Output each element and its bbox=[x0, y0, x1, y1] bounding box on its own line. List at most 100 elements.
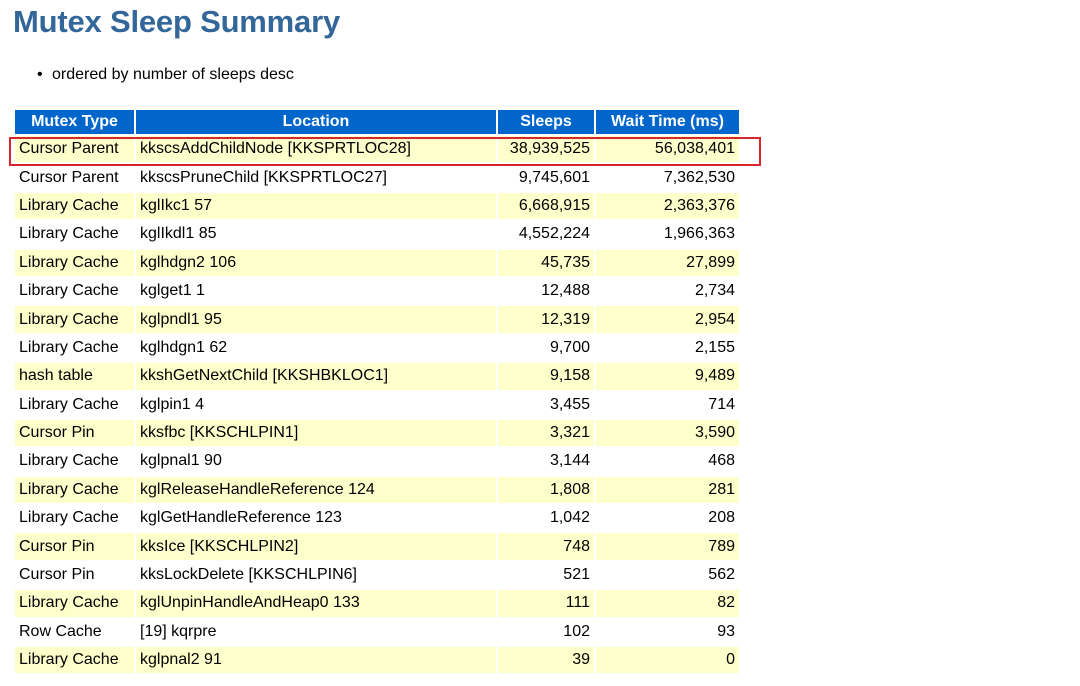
cell-location: kglpnal1 90 bbox=[136, 448, 496, 475]
cell-wait-time: 2,363,376 bbox=[596, 192, 739, 220]
cell-sleeps: 521 bbox=[498, 561, 594, 589]
table-row: Library Cache kglhdgn1 62 9,700 2,155 bbox=[15, 334, 739, 362]
cell-sleeps: 1,042 bbox=[498, 505, 594, 532]
cell-wait-time: 208 bbox=[596, 505, 739, 532]
cell-location: kglGetHandleReference 123 bbox=[136, 505, 496, 532]
header-sleeps: Sleeps bbox=[498, 110, 594, 134]
cell-mutex-type: Library Cache bbox=[15, 277, 134, 305]
cell-location: kglIkc1 57 bbox=[136, 192, 496, 220]
cell-sleeps: 1,808 bbox=[498, 476, 594, 504]
cell-sleeps: 3,144 bbox=[498, 448, 594, 475]
cell-wait-time: 56,038,401 bbox=[596, 136, 739, 163]
note-item: • ordered by number of sleeps desc bbox=[37, 63, 294, 87]
header-mutex-type: Mutex Type bbox=[15, 110, 134, 134]
cell-location: kkscsAddChildNode [KKSPRTLOC28] bbox=[136, 136, 496, 163]
cell-mutex-type: Library Cache bbox=[15, 221, 134, 248]
cell-sleeps: 38,939,525 bbox=[498, 136, 594, 163]
mutex-sleep-table: Mutex Type Location Sleeps Wait Time (ms… bbox=[13, 108, 741, 675]
table-row: Cursor Pin kksLockDelete [KKSCHLPIN6] 52… bbox=[15, 561, 739, 589]
table-header-row: Mutex Type Location Sleeps Wait Time (ms… bbox=[15, 110, 739, 134]
cell-location: kglUnpinHandleAndHeap0 133 bbox=[136, 590, 496, 617]
cell-mutex-type: hash table bbox=[15, 363, 134, 390]
table-row: Library Cache kglpndl1 95 12,319 2,954 bbox=[15, 306, 739, 333]
table-row: Cursor Pin kksfbc [KKSCHLPIN1] 3,321 3,5… bbox=[15, 419, 739, 447]
cell-mutex-type: Cursor Parent bbox=[15, 136, 134, 163]
table-row: Library Cache kglUnpinHandleAndHeap0 133… bbox=[15, 590, 739, 617]
cell-wait-time: 714 bbox=[596, 391, 739, 418]
table-row: Library Cache kglReleaseHandleReference … bbox=[15, 476, 739, 504]
cell-wait-time: 2,734 bbox=[596, 277, 739, 305]
note-text: ordered by number of sleeps desc bbox=[52, 66, 294, 83]
cell-location: kglhdgn2 106 bbox=[136, 249, 496, 276]
cell-mutex-type: Library Cache bbox=[15, 590, 134, 617]
cell-sleeps: 45,735 bbox=[498, 249, 594, 276]
cell-wait-time: 1,966,363 bbox=[596, 221, 739, 248]
cell-location: kglpnal2 91 bbox=[136, 647, 496, 674]
cell-sleeps: 9,158 bbox=[498, 363, 594, 390]
table-row: hash table kkshGetNextChild [KKSHBKLOC1]… bbox=[15, 363, 739, 390]
table-row: Cursor Parent kkscsAddChildNode [KKSPRTL… bbox=[15, 136, 739, 163]
cell-mutex-type: Library Cache bbox=[15, 448, 134, 475]
cell-wait-time: 0 bbox=[596, 647, 739, 674]
cell-sleeps: 4,552,224 bbox=[498, 221, 594, 248]
cell-location: kksLockDelete [KKSCHLPIN6] bbox=[136, 561, 496, 589]
cell-wait-time: 9,489 bbox=[596, 363, 739, 390]
cell-mutex-type: Library Cache bbox=[15, 249, 134, 276]
cell-mutex-type: Library Cache bbox=[15, 505, 134, 532]
cell-wait-time: 82 bbox=[596, 590, 739, 617]
notes-list: • ordered by number of sleeps desc bbox=[37, 63, 294, 87]
cell-mutex-type: Cursor Pin bbox=[15, 533, 134, 560]
cell-mutex-type: Row Cache bbox=[15, 618, 134, 646]
cell-sleeps: 9,700 bbox=[498, 334, 594, 362]
table-row: Library Cache kglpnal2 91 39 0 bbox=[15, 647, 739, 674]
cell-wait-time: 562 bbox=[596, 561, 739, 589]
cell-location: kkscsPruneChild [KKSPRTLOC27] bbox=[136, 164, 496, 191]
cell-wait-time: 789 bbox=[596, 533, 739, 560]
bullet-icon: • bbox=[37, 66, 43, 83]
cell-wait-time: 7,362,530 bbox=[596, 164, 739, 191]
table-row: Cursor Pin kksIce [KKSCHLPIN2] 748 789 bbox=[15, 533, 739, 560]
cell-sleeps: 102 bbox=[498, 618, 594, 646]
cell-sleeps: 3,455 bbox=[498, 391, 594, 418]
cell-location: kglpin1 4 bbox=[136, 391, 496, 418]
table-row: Library Cache kglhdgn2 106 45,735 27,899 bbox=[15, 249, 739, 276]
cell-mutex-type: Cursor Pin bbox=[15, 419, 134, 447]
cell-location: kglIkdl1 85 bbox=[136, 221, 496, 248]
cell-sleeps: 39 bbox=[498, 647, 594, 674]
cell-wait-time: 281 bbox=[596, 476, 739, 504]
cell-location: kglhdgn1 62 bbox=[136, 334, 496, 362]
cell-sleeps: 12,319 bbox=[498, 306, 594, 333]
header-location: Location bbox=[136, 110, 496, 134]
cell-wait-time: 3,590 bbox=[596, 419, 739, 447]
cell-mutex-type: Library Cache bbox=[15, 306, 134, 333]
cell-location: kglpndl1 95 bbox=[136, 306, 496, 333]
table-row: Library Cache kglIkc1 57 6,668,915 2,363… bbox=[15, 192, 739, 220]
cell-mutex-type: Library Cache bbox=[15, 334, 134, 362]
cell-wait-time: 2,155 bbox=[596, 334, 739, 362]
cell-location: [19] kqrpre bbox=[136, 618, 496, 646]
cell-sleeps: 6,668,915 bbox=[498, 192, 594, 220]
cell-mutex-type: Library Cache bbox=[15, 192, 134, 220]
table-row: Library Cache kglpin1 4 3,455 714 bbox=[15, 391, 739, 418]
table-row: Library Cache kglpnal1 90 3,144 468 bbox=[15, 448, 739, 475]
cell-location: kkshGetNextChild [KKSHBKLOC1] bbox=[136, 363, 496, 390]
cell-location: kksfbc [KKSCHLPIN1] bbox=[136, 419, 496, 447]
cell-mutex-type: Library Cache bbox=[15, 647, 134, 674]
table-row: Row Cache [19] kqrpre 102 93 bbox=[15, 618, 739, 646]
cell-location: kglReleaseHandleReference 124 bbox=[136, 476, 496, 504]
cell-wait-time: 93 bbox=[596, 618, 739, 646]
cell-sleeps: 12,488 bbox=[498, 277, 594, 305]
cell-mutex-type: Cursor Parent bbox=[15, 164, 134, 191]
cell-wait-time: 27,899 bbox=[596, 249, 739, 276]
cell-location: kksIce [KKSCHLPIN2] bbox=[136, 533, 496, 560]
table-row: Cursor Parent kkscsPruneChild [KKSPRTLOC… bbox=[15, 164, 739, 191]
cell-mutex-type: Library Cache bbox=[15, 476, 134, 504]
header-wait-time: Wait Time (ms) bbox=[596, 110, 739, 134]
cell-mutex-type: Cursor Pin bbox=[15, 561, 134, 589]
table-row: Library Cache kglIkdl1 85 4,552,224 1,96… bbox=[15, 221, 739, 248]
cell-location: kglget1 1 bbox=[136, 277, 496, 305]
table-row: Library Cache kglGetHandleReference 123 … bbox=[15, 505, 739, 532]
cell-sleeps: 9,745,601 bbox=[498, 164, 594, 191]
cell-sleeps: 3,321 bbox=[498, 419, 594, 447]
page-title: Mutex Sleep Summary bbox=[13, 4, 340, 39]
